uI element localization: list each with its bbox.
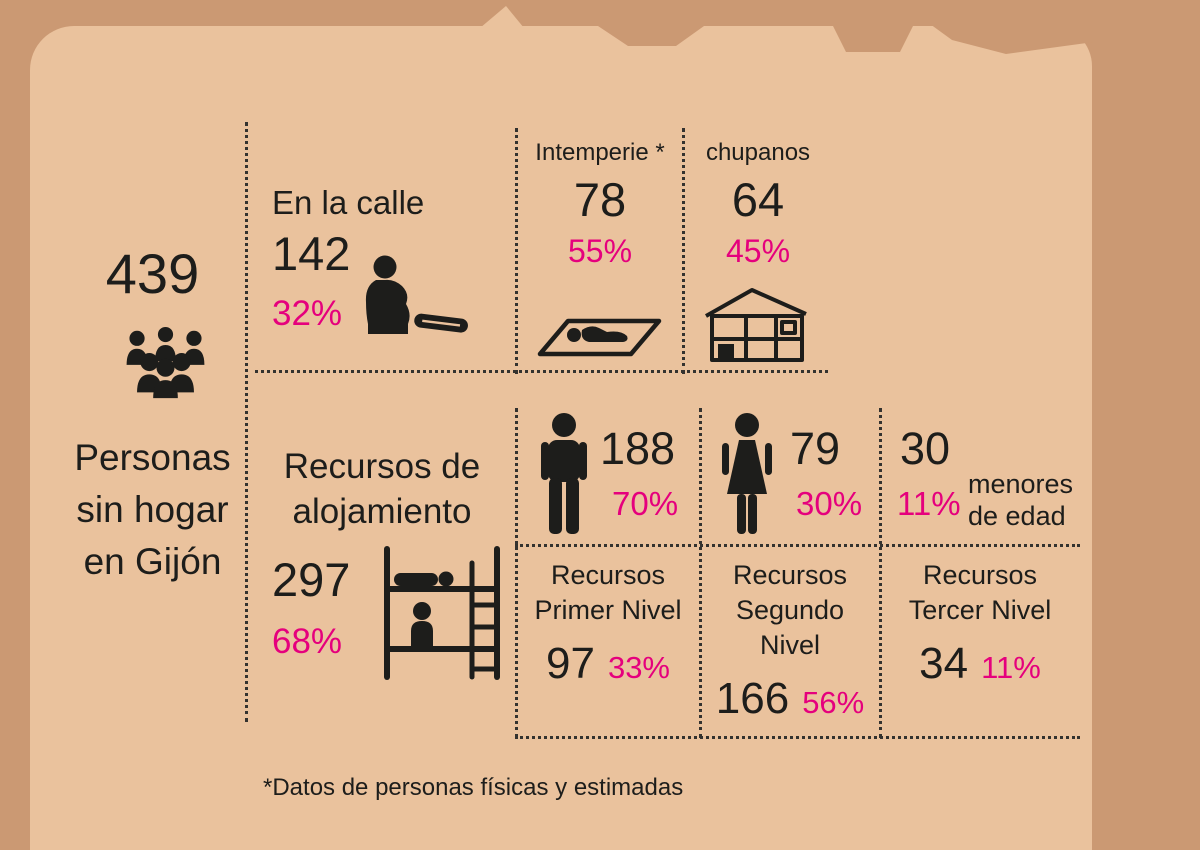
divider-intemperie-chupanos (682, 128, 685, 374)
minors-label: menores de edad (968, 468, 1093, 532)
crowd-icon (126, 326, 205, 399)
total-number: 439 (105, 242, 200, 305)
level2-column: Recursos Segundo Nivel 166 56% (704, 558, 876, 721)
level1-label-line2: Primer Nivel (534, 595, 682, 625)
divider-street-intemperie (515, 128, 518, 374)
minors-label-line1: menores (968, 469, 1074, 499)
woman-icon (722, 413, 772, 534)
minors-value: 30 (900, 423, 951, 474)
resources-label-line1: Recursos de (283, 447, 481, 486)
level2-label-line2: Segundo Nivel (735, 595, 845, 660)
level2-pct: 56% (802, 685, 865, 720)
content-panel (30, 26, 1092, 850)
man-icon (541, 413, 587, 534)
divider-women-minors (879, 408, 882, 738)
chupanos-pct: 45% (725, 233, 791, 270)
divider-gender-levels (515, 544, 1080, 547)
divider-levels-bottom (515, 736, 1080, 739)
chupanos-value: 64 (731, 173, 785, 227)
total-label-line1: Personas (74, 437, 231, 478)
level1-pct: 33% (607, 650, 670, 685)
chupanos-label: chupanos (705, 139, 811, 166)
level3-pct: 11% (981, 650, 1041, 685)
intemperie-section: Intemperie * 78 55% (518, 139, 682, 270)
total-label-line3: en Gijón (83, 541, 222, 582)
torn-edge-decoration (480, 6, 1094, 54)
level1-value: 97 (546, 639, 595, 688)
divider-men-women (699, 408, 702, 738)
level2-value: 166 (715, 674, 790, 723)
street-pct: 32% (272, 294, 343, 333)
women-value: 79 (790, 423, 841, 474)
resources-label: Recursos de alojamiento (262, 444, 502, 534)
resources-value: 297 (272, 553, 351, 606)
bunk-bed-icon (384, 546, 500, 680)
intemperie-pct: 55% (567, 233, 633, 270)
divider-resources-men (515, 408, 518, 738)
resources-pct: 68% (272, 622, 343, 661)
person-lying-icon (537, 318, 662, 357)
level3-label-line2: Tercer Nivel (908, 595, 1052, 625)
level2-label-line1: Recursos (732, 560, 848, 590)
intemperie-value: 78 (573, 173, 627, 227)
minors-pct: 11% (897, 485, 961, 522)
level1-label-line1: Recursos (550, 560, 666, 590)
street-label: En la calle (272, 184, 425, 221)
street-value: 142 (272, 227, 351, 280)
footnote: *Datos de personas físicas y estimadas (263, 774, 684, 801)
total-label: Personas sin hogar en Gijón (60, 432, 245, 588)
intemperie-label: Intemperie * (535, 139, 665, 166)
men-value: 188 (600, 423, 676, 474)
level3-value: 34 (919, 639, 969, 688)
women-pct: 30% (796, 485, 863, 522)
minors-label-line2: de edad (968, 501, 1066, 531)
shack-icon (705, 288, 807, 362)
sitting-person-icon (365, 255, 468, 334)
level1-column: Recursos Primer Nivel 97 33% (520, 558, 696, 686)
men-pct: 70% (612, 485, 679, 522)
resources-label-line2: alojamiento (292, 492, 472, 531)
divider-main-vertical (245, 122, 248, 722)
total-label-line2: sin hogar (76, 489, 229, 530)
chupanos-section: chupanos 64 45% (688, 139, 828, 270)
level3-column: Recursos Tercer Nivel 34 11% (884, 558, 1076, 686)
level3-label-line1: Recursos (922, 560, 1038, 590)
divider-street-bottom (255, 370, 828, 373)
